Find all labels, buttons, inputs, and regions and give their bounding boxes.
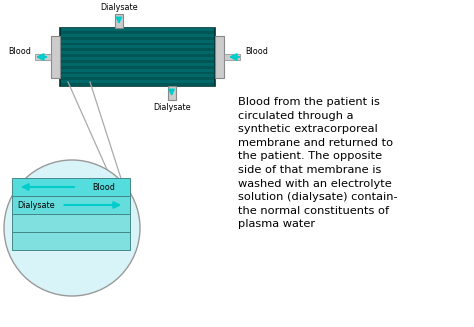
Text: Blood: Blood — [8, 47, 31, 57]
Bar — [61, 43, 214, 45]
Bar — [61, 57, 214, 60]
Bar — [12, 232, 130, 250]
Bar — [61, 83, 214, 86]
Bar — [224, 54, 240, 60]
Bar — [12, 178, 130, 196]
Bar — [61, 45, 214, 48]
Text: Dialysate: Dialysate — [153, 103, 191, 112]
Bar — [61, 28, 214, 31]
Bar — [61, 54, 214, 57]
Text: Blood: Blood — [245, 47, 268, 57]
Text: Dialysate: Dialysate — [17, 200, 55, 210]
Bar — [61, 60, 214, 63]
Bar — [61, 80, 214, 83]
Bar — [215, 36, 224, 78]
Bar — [61, 34, 214, 37]
Bar — [61, 31, 214, 34]
Bar — [61, 48, 214, 51]
Bar — [61, 69, 214, 72]
Bar — [61, 37, 214, 40]
Bar — [61, 63, 214, 66]
Bar — [61, 77, 214, 80]
Bar — [60, 28, 215, 86]
Bar — [51, 36, 60, 78]
Bar — [168, 86, 175, 100]
Bar — [61, 51, 214, 54]
Circle shape — [4, 160, 140, 296]
Bar — [61, 40, 214, 43]
Bar — [115, 14, 123, 28]
Text: Blood from the patient is
circulated through a
synthetic extracorporeal
membrane: Blood from the patient is circulated thr… — [238, 97, 398, 230]
Bar — [35, 54, 51, 60]
Text: Dialysate: Dialysate — [100, 3, 138, 12]
Bar — [12, 196, 130, 214]
Bar — [61, 75, 214, 77]
Bar — [61, 66, 214, 69]
Bar — [12, 214, 130, 232]
Bar — [61, 72, 214, 75]
Text: Blood: Blood — [92, 182, 116, 192]
